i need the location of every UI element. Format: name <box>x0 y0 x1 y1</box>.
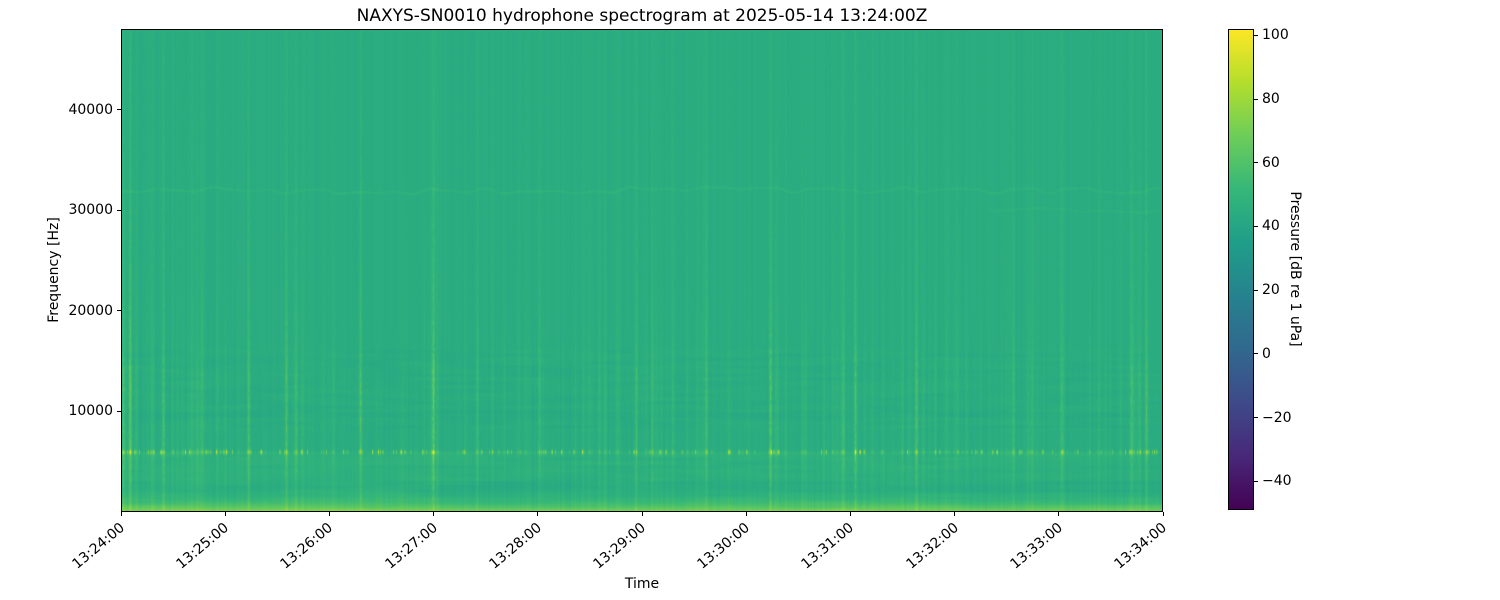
y-tick-label: 10000 <box>68 403 113 420</box>
colorbar-tick-mark <box>1254 225 1258 227</box>
y-tick-mark <box>117 410 121 412</box>
x-tick-mark <box>641 512 643 516</box>
y-tick-mark <box>117 209 121 211</box>
colorbar-tick-mark <box>1254 480 1258 482</box>
colorbar-gradient <box>1228 29 1254 510</box>
chart-title: NAXYS-SN0010 hydrophone spectrogram at 2… <box>356 6 928 26</box>
colorbar-tick-mark <box>1254 417 1258 419</box>
x-tick-mark <box>224 512 226 516</box>
x-tick-mark <box>954 512 956 516</box>
colorbar-tick-label: 100 <box>1262 27 1289 44</box>
colorbar-tick-label: −40 <box>1262 473 1292 490</box>
colorbar-tick-label: 40 <box>1262 218 1280 235</box>
x-tick-mark <box>1058 512 1060 516</box>
x-axis-label: Time <box>624 576 660 592</box>
colorbar-tick-mark <box>1254 353 1258 355</box>
colorbar-tick-label: 60 <box>1262 154 1280 171</box>
x-tick-mark <box>537 512 539 516</box>
colorbar-tick-mark <box>1254 34 1258 36</box>
colorbar-tick-mark <box>1254 98 1258 100</box>
colorbar-tick-mark <box>1254 289 1258 291</box>
x-tick-mark <box>849 512 851 516</box>
spectrogram-image <box>121 29 1163 512</box>
colorbar-label: Pressure [dB re 1 uPa] <box>1287 191 1303 347</box>
colorbar-tick-label: 80 <box>1262 91 1280 108</box>
y-tick-mark <box>117 109 121 110</box>
x-tick-mark <box>745 512 747 516</box>
x-tick-mark <box>433 512 435 516</box>
x-tick-mark <box>328 512 330 516</box>
y-tick-mark <box>117 310 121 312</box>
x-tick-mark <box>120 512 122 516</box>
colorbar-tick-mark <box>1254 162 1258 164</box>
colorbar-tick-label: 0 <box>1262 345 1271 362</box>
y-tick-label: 20000 <box>68 302 113 319</box>
y-tick-label: 30000 <box>68 202 113 219</box>
colorbar-tick-label: −20 <box>1262 409 1292 426</box>
x-tick-label: 13:24:00 <box>69 519 128 573</box>
x-tick-mark <box>1162 512 1164 516</box>
colorbar-tick-label: 20 <box>1262 282 1280 299</box>
y-tick-label: 40000 <box>68 101 113 118</box>
